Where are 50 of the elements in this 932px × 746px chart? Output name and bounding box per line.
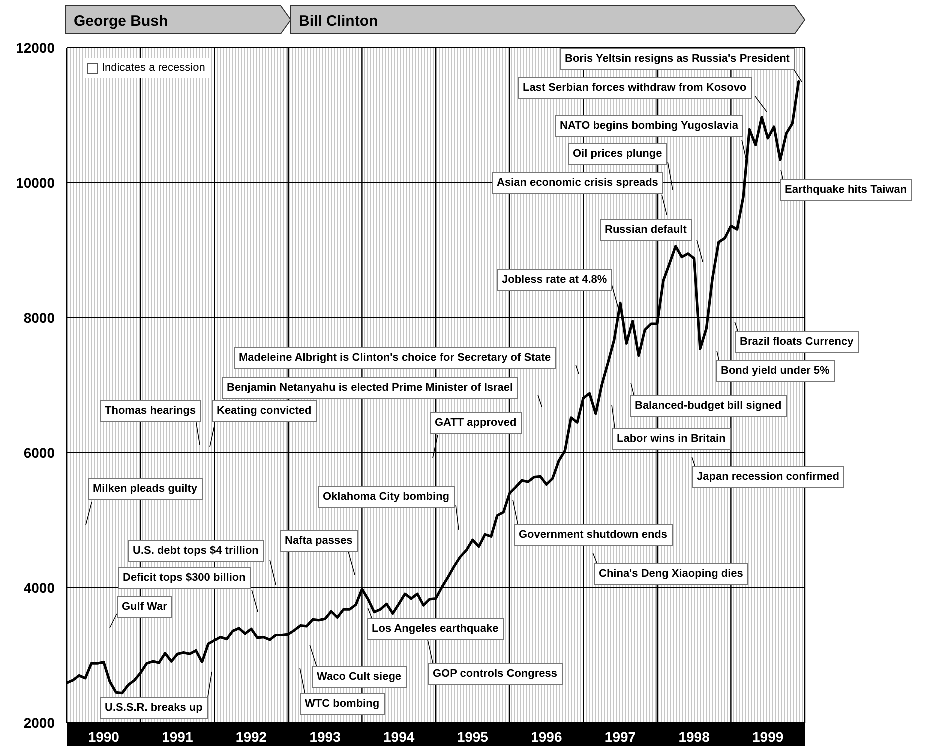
annotation: Balanced-budget bill signed	[635, 399, 782, 414]
y-tick-label: 12000	[16, 40, 56, 56]
y-tick-label: 2000	[24, 715, 56, 731]
annotation: GOP controls Congress	[433, 667, 558, 682]
annotation: Madeleine Albright is Clinton's choice for Secretary of State	[239, 351, 552, 366]
annotation: Last Serbian forces withdraw from Kosovo	[523, 81, 747, 96]
x-tick-label: 1990	[88, 729, 120, 745]
x-tick-label: 1993	[310, 729, 342, 745]
x-tick-label: 1991	[162, 729, 194, 745]
x-tick-label: 1996	[531, 729, 562, 745]
annotation: Nafta passes	[285, 534, 353, 549]
annotation: China's Deng Xiaoping dies	[599, 567, 744, 582]
annotation: Boris Yeltsin resigns as Russia's President	[565, 52, 790, 67]
x-tick-label: 1998	[678, 729, 710, 745]
annotation: NATO begins bombing Yugoslavia	[560, 119, 738, 134]
annotation: Oklahoma City bombing	[323, 490, 450, 505]
x-tick-label: 1997	[604, 729, 636, 745]
annotation: Indicates a recession	[102, 61, 206, 76]
y-tick-label: 10000	[16, 175, 56, 191]
y-tick-label: 4000	[24, 580, 56, 596]
x-tick-label: 1994	[384, 729, 415, 745]
annotation: Keating convicted	[217, 404, 312, 419]
annotation: U.S.S.R. breaks up	[105, 701, 203, 716]
annotation: Japan recession confirmed	[697, 470, 840, 485]
annotation: Gulf War	[122, 600, 168, 615]
annotation: Labor wins in Britain	[617, 432, 726, 447]
annotation: Thomas hearings	[105, 404, 196, 419]
text: George Bush	[74, 13, 168, 30]
text: Bill Clinton	[299, 13, 378, 30]
annotation: Milken pleads guilty	[93, 482, 198, 497]
y-tick-label: 8000	[24, 310, 56, 326]
annotation: Russian default	[605, 223, 687, 238]
y-tick-label: 6000	[24, 445, 56, 461]
annotation: Jobless rate at 4.8%	[502, 273, 608, 288]
annotation: Asian economic crisis spreads	[497, 176, 658, 191]
annotation: WTC bombing	[305, 697, 380, 712]
x-tick-label: 1999	[752, 729, 784, 745]
annotation: Waco Cult siege	[317, 670, 402, 685]
annotation: Earthquake hits Taiwan	[785, 183, 908, 198]
annotation: Bond yield under 5%	[721, 364, 830, 379]
x-tick-label: 1995	[457, 729, 489, 745]
annotation: Los Angeles earthquake	[372, 622, 499, 637]
annotation: Deficit tops $300 billion	[123, 571, 246, 586]
annotation: Benjamin Netanyahu is elected Prime Minister of Israel	[227, 381, 514, 396]
annotation: GATT approved	[435, 416, 517, 431]
annotation: Brazil floats Currency	[740, 335, 854, 350]
x-tick-label: 1992	[236, 729, 268, 745]
annotation: Government shutdown ends	[519, 528, 668, 543]
annotation: Oil prices plunge	[573, 147, 662, 162]
annotation: U.S. debt tops $4 trillion	[133, 544, 259, 559]
